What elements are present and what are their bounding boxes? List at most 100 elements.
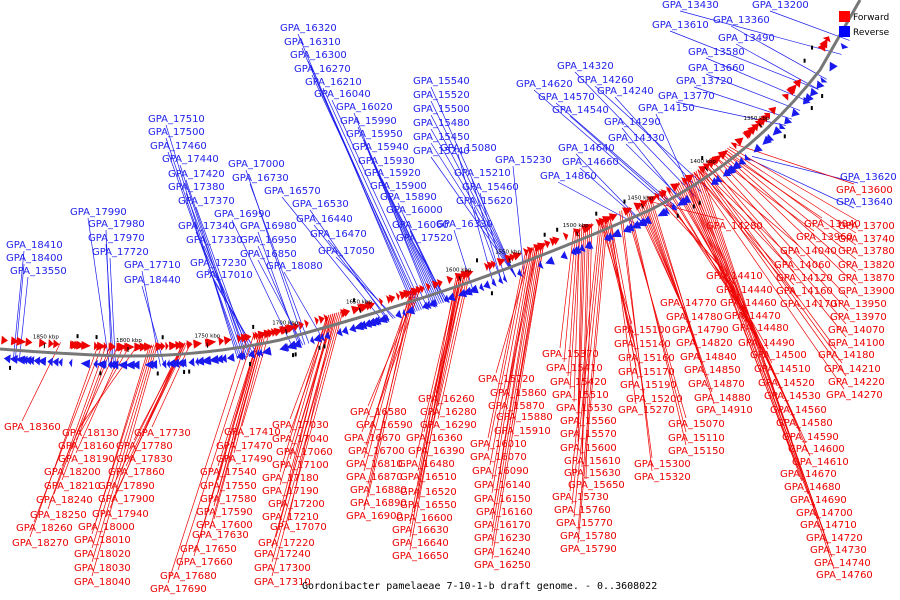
forward-gene-arrow xyxy=(717,150,729,160)
reverse-gene-label: GPA_16530 xyxy=(292,199,349,210)
label-callout-line xyxy=(491,246,535,494)
forward-gene-arrow xyxy=(178,340,185,350)
forward-gene-label: GPA_15420 xyxy=(550,377,607,388)
forward-gene-arrow xyxy=(38,338,47,348)
label-callout-line xyxy=(363,289,413,472)
reverse-gene-label: GPA_16300 xyxy=(290,50,347,61)
label-callout-line xyxy=(609,215,637,405)
reverse-gene-arrow xyxy=(498,275,504,285)
forward-gene-label: GPA_17310 xyxy=(254,577,311,588)
forward-gene-label: GPA_13820 xyxy=(838,260,895,271)
label-callout-line xyxy=(193,332,261,557)
reverse-gene-label: GPA_17330 xyxy=(186,235,243,246)
forward-gene-arrow xyxy=(702,163,710,171)
reverse-gene-arrow xyxy=(779,122,786,130)
forward-gene-arrow xyxy=(819,38,828,49)
forward-gene-label: GPA_15860 xyxy=(490,388,547,399)
forward-gene-label: GPA_17470 xyxy=(216,441,273,452)
forward-gene-label: GPA_17220 xyxy=(258,538,315,549)
label-callout-line xyxy=(473,206,503,283)
forward-gene-label: GPA_15200 xyxy=(626,394,683,405)
scale-tick-label: 1550 kbp xyxy=(495,250,521,256)
forward-gene-arrow xyxy=(175,341,183,351)
forward-gene-arrow xyxy=(598,217,606,226)
label-callout-line xyxy=(607,216,639,380)
label-callout-line xyxy=(109,342,184,509)
forward-gene-label: GPA_14490 xyxy=(738,338,795,349)
label-callout-line xyxy=(644,199,725,221)
label-callout-line xyxy=(579,167,645,225)
forward-gene-label: GPA_14880 xyxy=(694,393,751,404)
label-callout-line xyxy=(655,113,695,199)
reverse-gene-label: GPA_17230 xyxy=(190,258,247,269)
small-feature-mark xyxy=(556,227,559,232)
label-callout-line xyxy=(109,257,116,367)
forward-gene-label: GPA_14720 xyxy=(806,533,863,544)
label-callout-line xyxy=(505,244,539,401)
label-callout-line xyxy=(574,71,697,198)
label-callout-line xyxy=(491,247,533,480)
forward-gene-label: GPA_14180 xyxy=(818,350,875,361)
forward-gene-label: GPA_17210 xyxy=(262,512,319,523)
forward-gene-label: GPA_18240 xyxy=(36,495,93,506)
forward-gene-arrow xyxy=(168,341,178,351)
forward-gene-label: GPA_15600 xyxy=(560,443,617,454)
forward-gene-label: GPA_17410 xyxy=(224,427,281,438)
forward-gene-label: GPA_16900 xyxy=(346,511,403,522)
forward-gene-label: GPA_15730 xyxy=(552,492,609,503)
label-callout-line xyxy=(279,314,330,486)
forward-gene-label: GPA_14790 xyxy=(672,325,729,336)
small-feature-mark xyxy=(783,134,786,139)
forward-gene-arrow xyxy=(464,269,474,279)
reverse-gene-arrow xyxy=(671,202,678,211)
label-callout-line xyxy=(697,169,795,273)
forward-gene-label: GPA_15530 xyxy=(556,403,613,414)
label-callout-line xyxy=(417,273,461,472)
reverse-gene-arrow xyxy=(161,359,167,369)
forward-gene-arrow xyxy=(509,253,515,262)
forward-gene-arrow xyxy=(639,199,648,209)
reverse-gene-arrow xyxy=(261,346,272,356)
label-callout-line xyxy=(489,247,531,466)
reverse-gene-arrow xyxy=(731,160,742,171)
forward-gene-label: GPA_18130 xyxy=(62,428,119,439)
forward-gene-arrow xyxy=(134,342,145,352)
label-callout-line xyxy=(79,344,139,428)
legend-reverse-label: Reverse xyxy=(853,28,890,38)
small-feature-mark xyxy=(156,371,159,376)
forward-gene-label: GPA_17200 xyxy=(268,499,325,510)
label-callout-line xyxy=(627,207,687,433)
reverse-gene-label: GPA_13770 xyxy=(658,91,715,102)
label-callout-line xyxy=(533,89,674,211)
label-callout-line xyxy=(769,10,850,41)
label-callout-line xyxy=(141,285,165,367)
forward-gene-arrow xyxy=(303,319,309,329)
label-callout-line xyxy=(728,146,857,221)
forward-gene-label: GPA_16360 xyxy=(406,433,463,444)
forward-gene-arrow xyxy=(711,154,722,165)
label-callout-line xyxy=(705,163,847,338)
reverse-gene-arrow xyxy=(432,298,438,308)
reverse-gene-label: GPA_14640 xyxy=(558,143,615,154)
reverse-gene-arrow xyxy=(170,358,180,368)
label-callout-line xyxy=(721,152,857,273)
reverse-gene-arrow xyxy=(447,292,456,302)
reverse-gene-arrow xyxy=(215,354,224,364)
reverse-gene-label: GPA_14260 xyxy=(577,75,634,86)
label-callout-line xyxy=(95,344,150,522)
forward-gene-label: GPA_16390 xyxy=(408,446,465,457)
label-callout-line xyxy=(625,143,686,204)
reverse-gene-label: GPA_15920 xyxy=(364,168,421,179)
small-feature-mark xyxy=(323,344,326,349)
forward-gene-label: GPA_16510 xyxy=(400,472,457,483)
reverse-gene-arrow xyxy=(791,108,800,117)
forward-gene-arrow xyxy=(633,202,643,211)
forward-gene-arrow xyxy=(236,334,243,344)
label-callout-line xyxy=(322,87,424,310)
label-callout-line xyxy=(471,178,503,283)
forward-gene-arrow xyxy=(388,294,396,304)
forward-gene-arrow xyxy=(76,340,86,350)
label-callout-line xyxy=(625,208,687,419)
label-callout-line xyxy=(701,166,837,350)
forward-gene-label: GPA_17300 xyxy=(254,563,311,574)
